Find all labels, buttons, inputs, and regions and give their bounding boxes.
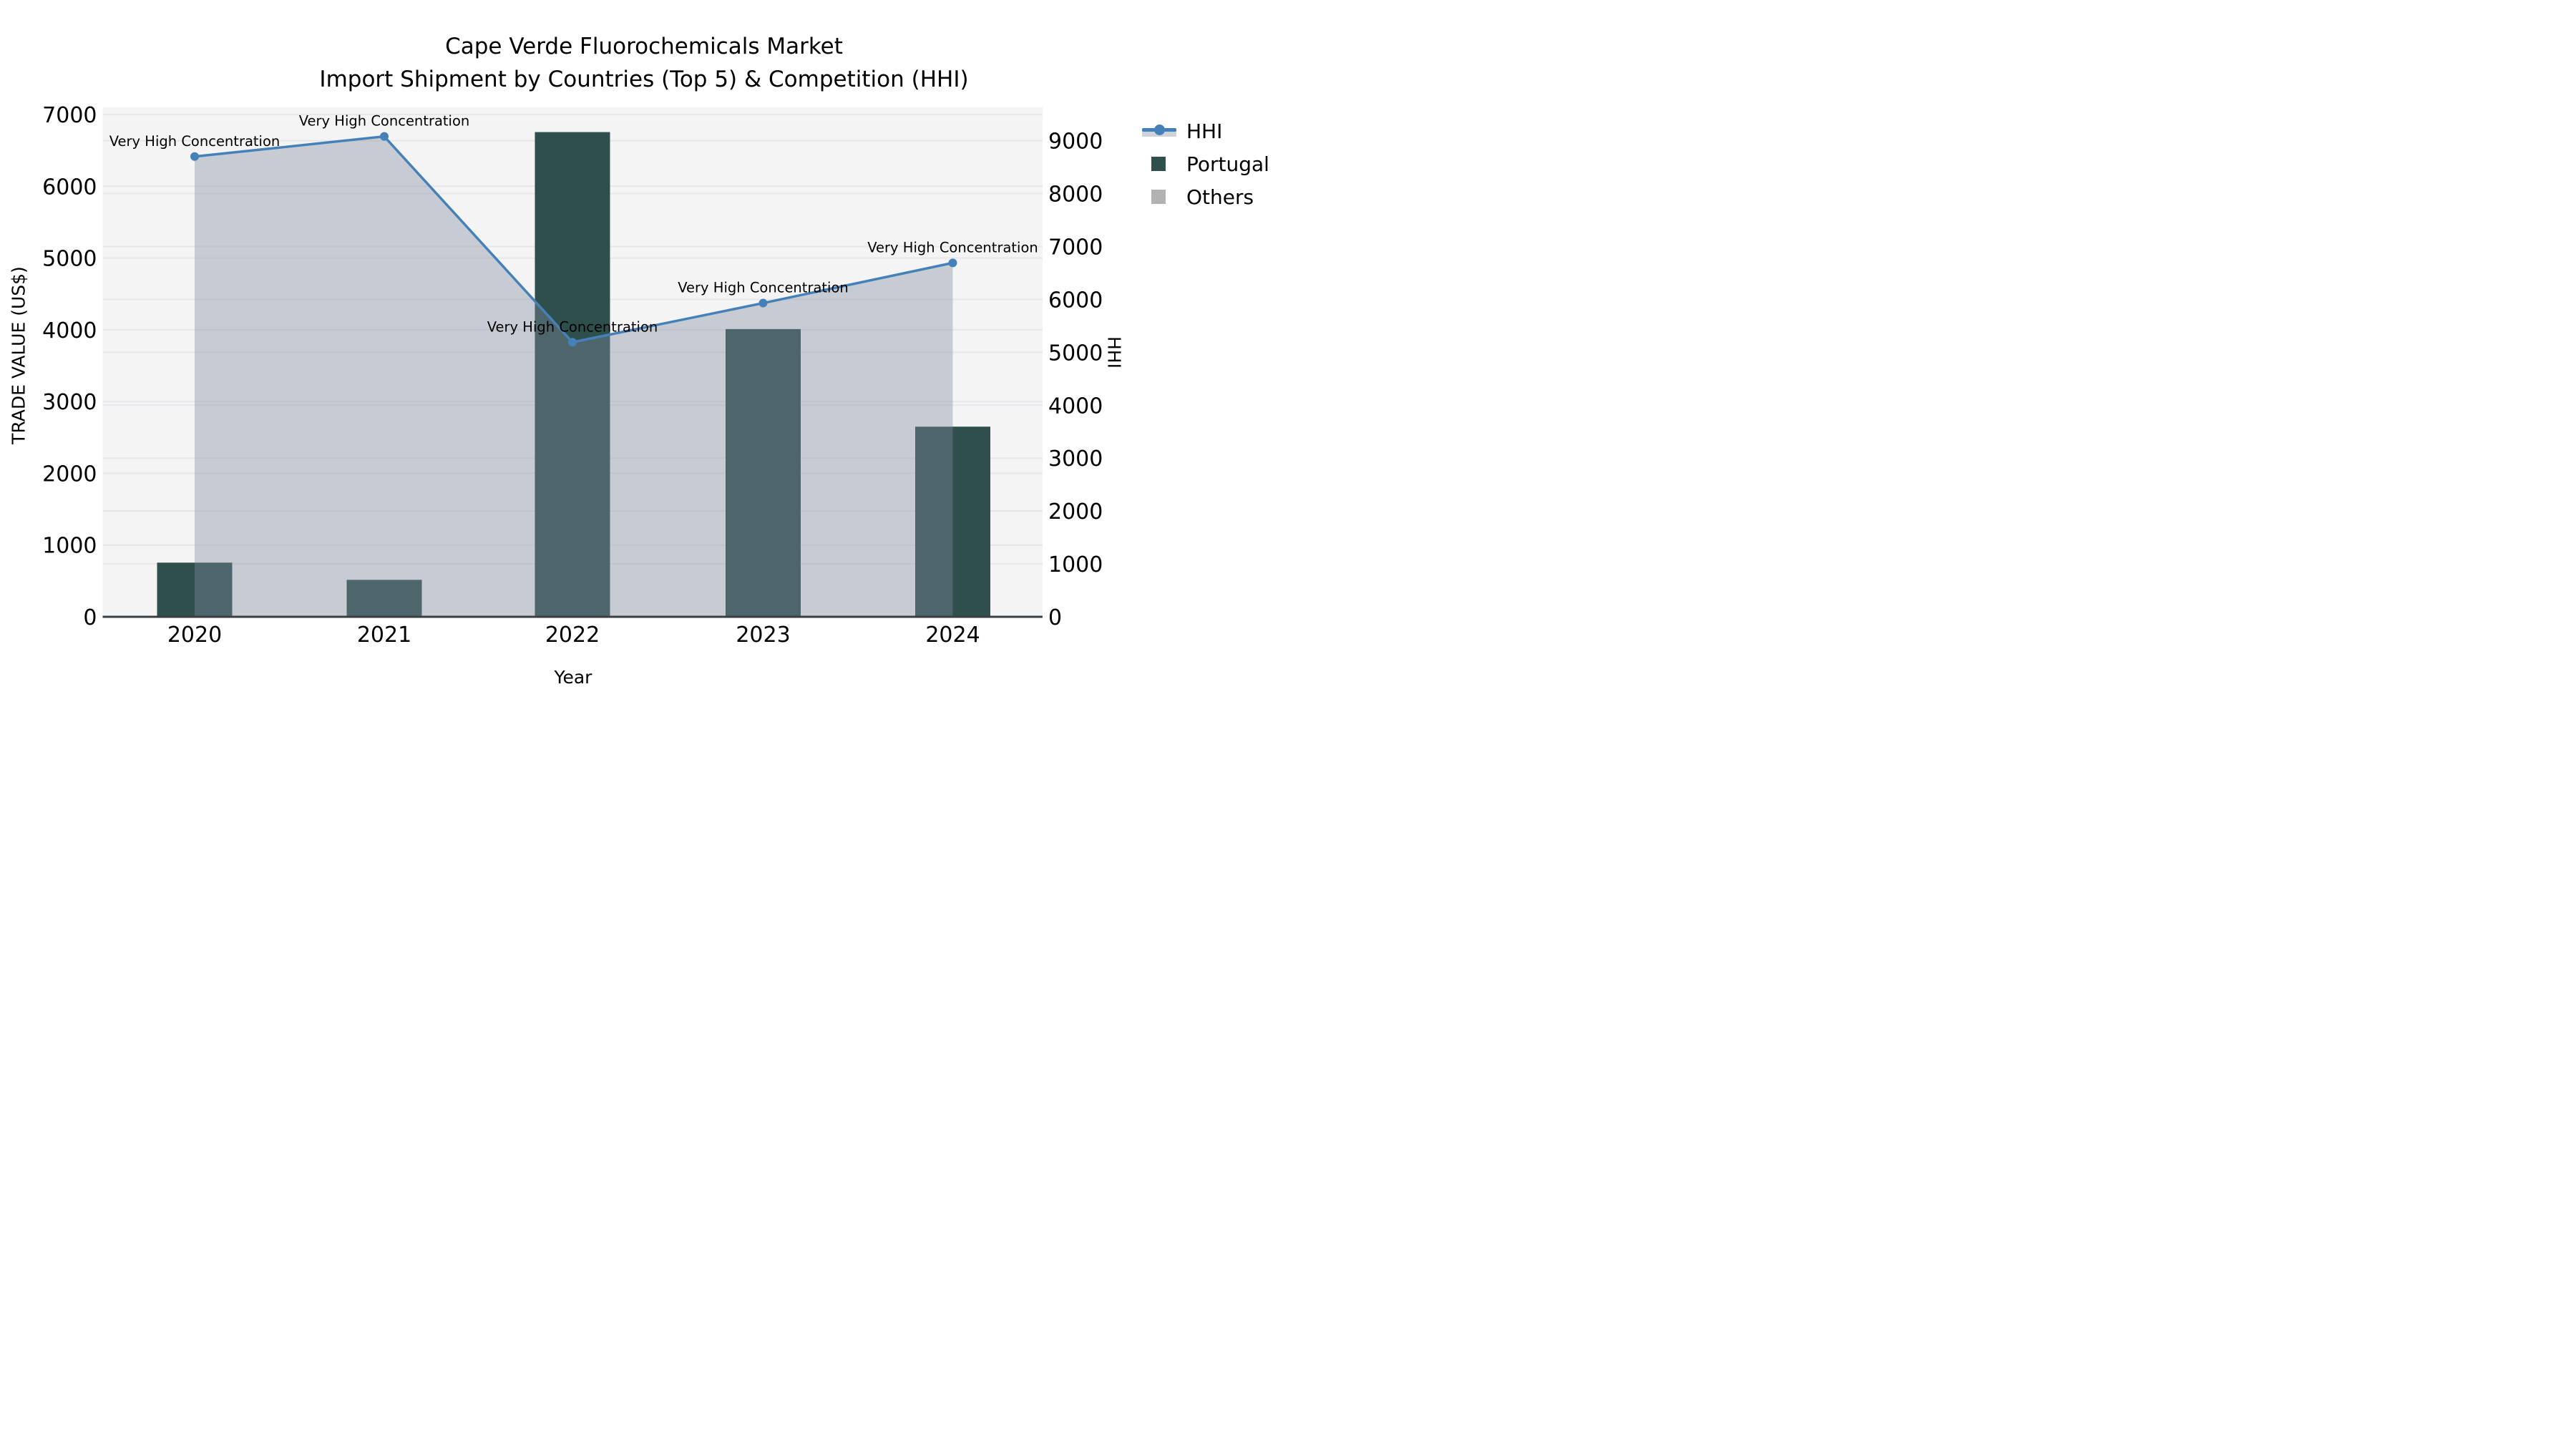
legend-label-others: Others: [1186, 185, 1254, 209]
chart-canvas: Very High Concentration Very High Concent…: [42, 103, 1103, 648]
bar-portugal-2022: [535, 132, 610, 618]
legend-label-hhi: HHI: [1186, 119, 1223, 143]
annotation-2021: Very High Concentration: [299, 113, 470, 130]
legend-item-portugal: Portugal: [1142, 147, 1285, 180]
figure: Very High Concentration Very High Concent…: [0, 0, 1288, 724]
y-axis-label-right: HHI: [1103, 336, 1125, 369]
y-left-tick-5000: 5000: [42, 247, 97, 272]
bar-portugal-2020: [157, 562, 233, 617]
chart-title: Cape Verde Fluorochemicals Market Import…: [0, 30, 1288, 96]
y-left-tick-6000: 6000: [42, 175, 97, 200]
chart-title-line1: Cape Verde Fluorochemicals Market: [445, 34, 843, 59]
bar-portugal-2023: [726, 328, 801, 617]
y-left-tick-4000: 4000: [42, 318, 97, 343]
hhi-marker-2020: [190, 152, 199, 161]
hhi-marker-2022: [568, 338, 577, 347]
hhi-line-marker-icon: [1142, 124, 1176, 138]
x-axis-baseline: [102, 615, 1043, 618]
y-right-tick-6000: 6000: [1048, 288, 1103, 313]
bar-portugal-2021: [346, 580, 422, 617]
hhi-marker-2021: [380, 132, 389, 141]
x-tick-2023: 2023: [736, 623, 790, 648]
annotation-2020: Very High Concentration: [109, 133, 280, 150]
y-left-tick-1000: 1000: [42, 534, 97, 559]
area-others: [195, 136, 953, 617]
y-right-tick-0: 0: [1048, 605, 1062, 630]
y-right-tick-1000: 1000: [1048, 552, 1103, 577]
legend-item-others: Others: [1142, 180, 1285, 213]
legend-label-portugal: Portugal: [1186, 152, 1269, 176]
y-left-tick-7000: 7000: [42, 103, 97, 128]
annotation-2022: Very High Concentration: [487, 318, 658, 335]
chart-title-line2: Import Shipment by Countries (Top 5) & C…: [319, 67, 969, 92]
y-right-tick-3000: 3000: [1048, 447, 1103, 472]
y-left-tick-3000: 3000: [42, 390, 97, 415]
portugal-swatch-icon: [1142, 157, 1176, 171]
x-tick-2020: 2020: [167, 623, 222, 648]
hhi-marker-2024: [948, 258, 957, 268]
y-right-tick-9000: 9000: [1048, 130, 1103, 155]
y-left-tick-2000: 2000: [42, 462, 97, 487]
x-tick-2022: 2022: [545, 623, 600, 648]
x-tick-2024: 2024: [925, 623, 980, 648]
x-axis-label: Year: [554, 667, 592, 688]
bar-portugal-2024: [915, 426, 990, 617]
legend: HHI Portugal Others: [1142, 114, 1285, 213]
annotation-2023: Very High Concentration: [678, 280, 849, 296]
y-right-tick-4000: 4000: [1048, 394, 1103, 419]
annotation-2024: Very High Concentration: [867, 239, 1038, 255]
y-left-tick-0: 0: [83, 605, 97, 630]
y-axis-label-left: TRADE VALUE (US$): [8, 266, 29, 444]
y-right-tick-2000: 2000: [1048, 499, 1103, 525]
y-right-tick-7000: 7000: [1048, 235, 1103, 260]
y-right-tick-5000: 5000: [1048, 341, 1103, 366]
x-tick-2021: 2021: [357, 623, 411, 648]
legend-item-hhi: HHI: [1142, 114, 1285, 147]
hhi-marker-2023: [758, 298, 768, 308]
y-right-tick-8000: 8000: [1048, 182, 1103, 208]
others-swatch-icon: [1142, 190, 1176, 204]
